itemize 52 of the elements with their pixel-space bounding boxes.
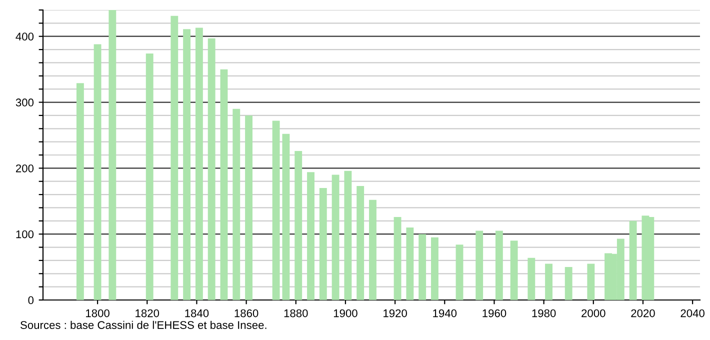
x-tick-label: 2040 [680, 309, 704, 318]
bar [406, 228, 414, 300]
x-tick-label: 1800 [86, 309, 110, 318]
bar [476, 230, 484, 300]
bar [272, 120, 280, 300]
bar [564, 267, 572, 300]
bar [232, 108, 240, 300]
x-tick-label: 1860 [234, 309, 258, 318]
bar [431, 237, 438, 300]
bar [146, 54, 154, 300]
source-note: Sources : base Cassini de l'EHESS et base Insee. [20, 320, 266, 329]
y-tick-label: 100 [16, 230, 34, 238]
bar [394, 216, 402, 300]
x-tick-label: 1920 [384, 309, 407, 318]
bar [344, 170, 352, 300]
y-tick-label: 400 [16, 32, 34, 40]
bar [456, 244, 464, 300]
bar [94, 44, 102, 300]
x-tick-label: 1960 [482, 309, 506, 318]
bar [282, 134, 290, 300]
bar [170, 16, 178, 300]
bar [545, 264, 552, 300]
bar [76, 83, 84, 300]
bar [220, 69, 228, 300]
bar [495, 230, 503, 300]
bar [208, 38, 216, 300]
x-tick-label: 1820 [136, 309, 160, 318]
x-tick-label: 1980 [532, 309, 556, 318]
bar [245, 115, 252, 300]
x-tick-label: 1880 [284, 309, 308, 318]
bar [369, 200, 376, 300]
y-tick-label: 200 [16, 164, 34, 172]
bar [183, 29, 191, 300]
bar [319, 188, 327, 300]
bar [108, 10, 116, 300]
bar [629, 220, 637, 300]
x-tick-label: 2000 [582, 309, 606, 318]
bar [528, 258, 536, 300]
y-tick-label: 300 [16, 98, 34, 106]
bar [510, 240, 518, 300]
bar [356, 186, 364, 300]
bar [195, 28, 203, 300]
bar [587, 264, 595, 300]
bar [294, 151, 302, 300]
x-tick-label: 1840 [185, 309, 209, 318]
bar [332, 174, 340, 300]
bar [307, 172, 314, 300]
bar [418, 234, 426, 300]
x-tick-label: 1940 [433, 309, 457, 318]
x-tick-label: 2020 [631, 309, 655, 318]
x-tick-label: 1900 [334, 309, 358, 318]
y-tick-label: 0 [28, 296, 34, 304]
